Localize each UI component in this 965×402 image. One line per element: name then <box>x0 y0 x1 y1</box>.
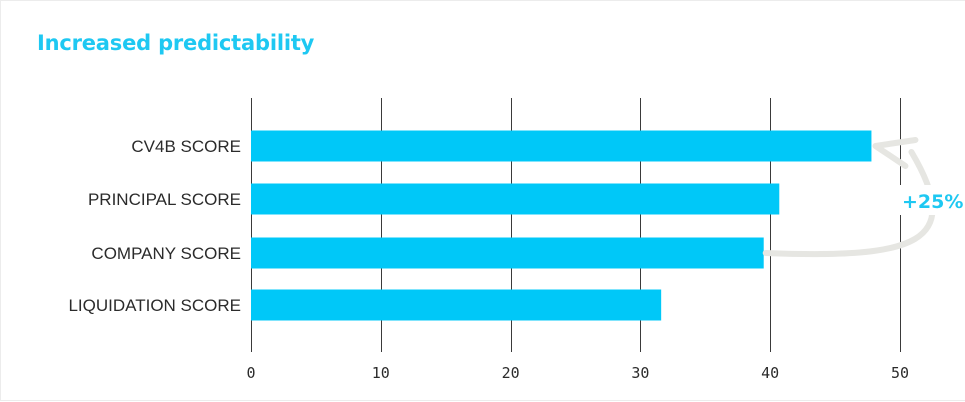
x-tick-label: 20 <box>502 364 520 382</box>
bars <box>251 130 872 321</box>
category-label: CV4B SCORE <box>131 137 241 156</box>
growth-arrow-head <box>872 137 919 169</box>
x-tick-label: 0 <box>246 364 255 382</box>
growth-annotation: +25% <box>762 137 963 258</box>
category-label: LIQUIDATION SCORE <box>68 296 241 315</box>
chart-title: Increased predictability <box>37 31 315 55</box>
growth-arrow-line <box>762 149 936 258</box>
annotation-label: +25% <box>902 191 963 213</box>
bar-company-score <box>251 237 764 269</box>
bar-cv4b-score <box>251 130 872 162</box>
x-tick-label: 30 <box>631 364 649 382</box>
bar-liquidation-score <box>251 289 662 321</box>
bar-principal-score <box>251 183 780 215</box>
category-labels: CV4B SCORE PRINCIPAL SCORE COMPANY SCORE LI… <box>68 137 241 315</box>
category-label: COMPANY SCORE <box>91 244 241 263</box>
x-tick-labels: 0 10 20 30 40 50 <box>246 364 909 382</box>
x-tick-label: 10 <box>372 364 390 382</box>
annotation-label-backing <box>899 185 963 215</box>
x-tick-label: 40 <box>761 364 779 382</box>
x-tick-label: 50 <box>891 364 909 382</box>
category-label: PRINCIPAL SCORE <box>88 190 241 209</box>
